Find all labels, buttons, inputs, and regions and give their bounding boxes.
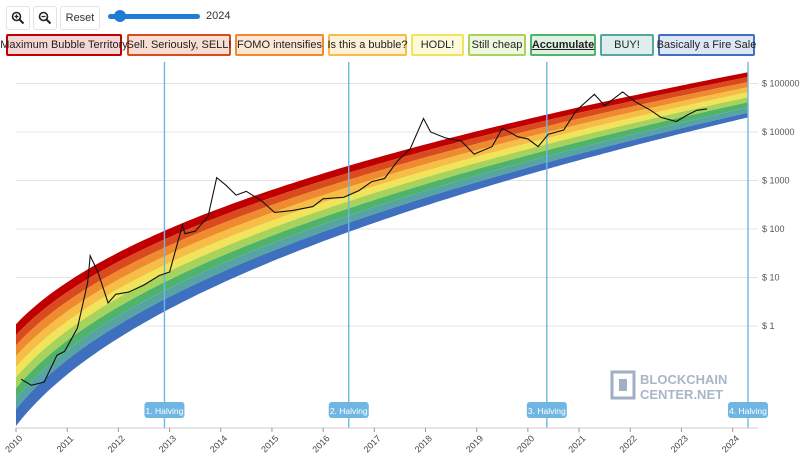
- zoom-out-button[interactable]: [33, 6, 57, 30]
- x-tick-label: 2016: [310, 433, 331, 454]
- legend-item-6[interactable]: Still cheap: [468, 34, 526, 56]
- y-axis: $ 1 $ 10 $ 100 $ 1000 $ 10000 $ 100000: [762, 79, 800, 332]
- year-slider-track[interactable]: [108, 14, 200, 19]
- blockchaincenter-logo-icon: [610, 370, 636, 400]
- legend-item-3[interactable]: FOMO intensifies: [235, 34, 324, 56]
- legend-item-9[interactable]: Basically a Fire Sale: [657, 34, 756, 56]
- halving-label-box-1: [144, 402, 185, 418]
- y-tick-label: $ 1: [762, 321, 775, 331]
- legend-item-2[interactable]: Sell. Seriously, SELL!: [127, 34, 231, 56]
- x-tick-label: 2015: [259, 433, 280, 454]
- x-tick-label: 2012: [106, 433, 127, 454]
- x-tick-label: 2019: [464, 433, 485, 454]
- y-tick-label: $ 100: [762, 224, 785, 234]
- y-tick-label: $ 1000: [762, 176, 790, 186]
- blockchaincenter-watermark: BLOCKCHAIN CENTER.NET: [610, 370, 727, 402]
- rainbow-bands: [16, 72, 748, 426]
- x-tick-label: 2024: [720, 433, 741, 454]
- x-tick-label: 2013: [157, 433, 178, 454]
- halving-label-box-4: [728, 402, 768, 418]
- x-tick-label: 2023: [669, 433, 690, 454]
- btc-price-line: [20, 91, 708, 386]
- halving-label-box-2: [328, 402, 369, 418]
- y-tick-label: $ 10000: [762, 127, 795, 137]
- x-tick-label: 2010: [3, 433, 24, 454]
- x-tick-label: 2022: [618, 433, 639, 454]
- zoom-out-icon: [38, 11, 52, 25]
- halving-label-2: 2. Halving: [330, 406, 368, 416]
- x-tick-label: 2020: [515, 433, 536, 454]
- halving-lines: 1. Halving 2. Halving 3. Halving 4. Halving: [144, 62, 768, 428]
- legend-item-5[interactable]: HODL!: [411, 34, 464, 56]
- halving-label-1: 1. Halving: [146, 406, 184, 416]
- watermark-line2: CENTER.NET: [640, 387, 723, 402]
- legend-item-1[interactable]: Maximum Bubble Territory: [0, 34, 128, 56]
- zoom-in-icon: [11, 11, 25, 25]
- halving-label-box-3: [526, 402, 567, 418]
- halving-label-3: 3. Halving: [528, 406, 566, 416]
- zoom-in-button[interactable]: [6, 6, 30, 30]
- x-tick-label: 2017: [362, 433, 383, 454]
- year-slider-handle[interactable]: [114, 10, 126, 22]
- x-tick-label: 2018: [413, 433, 434, 454]
- reset-button[interactable]: Reset: [60, 6, 100, 30]
- y-tick-label: $ 100000: [762, 79, 800, 89]
- year-slider-value: 2024: [206, 10, 231, 22]
- chart-toolbar: Reset 2024: [0, 0, 800, 34]
- halving-label-4: 4. Halving: [729, 406, 767, 416]
- x-axis: 2010 2011 2012 2013 2014 2015 2016 2017 2018 2019…: [3, 427, 758, 454]
- watermark-line1: BLOCKCHAIN: [640, 372, 727, 387]
- x-tick-label: 2011: [55, 433, 76, 454]
- legend-item-8[interactable]: BUY!: [600, 34, 654, 56]
- x-tick-label: 2021: [566, 433, 587, 454]
- legend-item-4[interactable]: Is this a bubble?: [327, 34, 408, 56]
- legend-item-7[interactable]: Accumulate: [530, 34, 596, 56]
- y-tick-label: $ 10: [762, 273, 780, 283]
- x-tick-label: 2014: [208, 433, 229, 454]
